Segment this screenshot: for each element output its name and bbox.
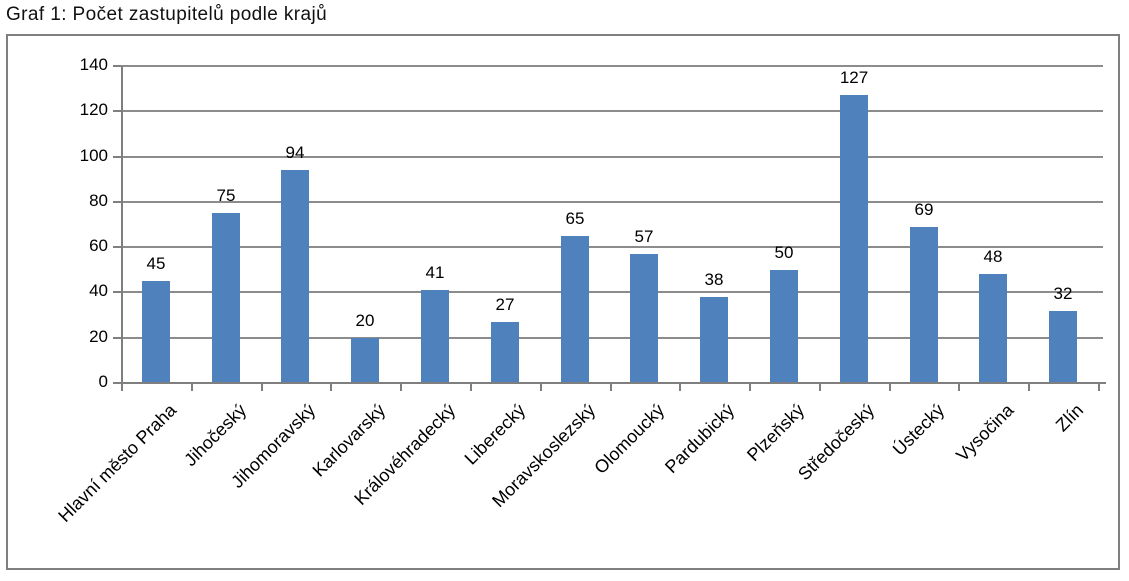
bar-value-label: 57	[634, 227, 654, 246]
x-axis-line	[121, 382, 1106, 384]
y-axis-label: 80	[89, 191, 108, 210]
chart-area: 0 20 40 60 80 100 120 140 45 75 94 20 41 27 65 57 38 50 12…	[6, 34, 1120, 570]
bar	[979, 274, 1007, 383]
bar	[700, 297, 728, 383]
bar-value-label: 45	[146, 254, 166, 273]
x-axis-label: Olomoucký	[590, 400, 669, 478]
gridline	[121, 201, 1103, 203]
x-axis-tick	[121, 384, 123, 391]
bar	[421, 290, 449, 383]
x-axis-tick	[540, 384, 542, 391]
x-axis-tick	[610, 384, 612, 391]
x-axis-tick	[470, 384, 472, 391]
bar-value-label: 38	[704, 270, 724, 289]
gridline	[121, 291, 1103, 293]
bar-value-label: 27	[495, 295, 515, 314]
bar	[491, 322, 519, 383]
gridline	[121, 65, 1103, 67]
bar	[281, 170, 309, 383]
bar-value-label: 41	[425, 263, 445, 282]
y-axis-tick	[113, 291, 121, 293]
x-axis-label: Plzeňský	[743, 400, 809, 466]
bar	[561, 236, 589, 383]
x-axis-label: Liberecký	[460, 400, 530, 469]
chart-title: Graf 1: Počet zastupitelů podle krajů	[6, 4, 328, 25]
x-axis-label: Hlavní město Praha	[54, 400, 181, 526]
bar-value-label: 65	[565, 209, 585, 228]
gridline	[121, 246, 1103, 248]
x-axis-label: Zlín	[1051, 400, 1088, 436]
bar-value-label: 32	[1053, 284, 1073, 303]
x-axis-tick	[400, 384, 402, 391]
gridline	[121, 156, 1103, 158]
x-axis-tick	[889, 384, 891, 391]
x-axis-tick	[749, 384, 751, 391]
y-axis-tick	[113, 382, 121, 384]
y-axis-label: 100	[79, 146, 108, 165]
bar-value-label: 75	[216, 186, 236, 205]
x-axis-tick	[330, 384, 332, 391]
gridline	[121, 110, 1103, 112]
x-axis-tick	[819, 384, 821, 391]
y-axis-label: 20	[89, 327, 108, 346]
gridline	[121, 337, 1103, 339]
x-axis-label: Pardubický	[661, 400, 739, 478]
bar	[212, 213, 240, 383]
y-axis-label: 40	[89, 281, 108, 300]
bar-value-label: 127	[839, 68, 869, 87]
x-axis-tick	[191, 384, 193, 391]
bar	[910, 227, 938, 383]
y-axis-label: 140	[79, 55, 108, 74]
y-axis-tick	[113, 110, 121, 112]
x-axis-label: Ústecký	[888, 400, 949, 460]
bar-value-label: 69	[914, 200, 934, 219]
y-axis-label: 60	[89, 236, 108, 255]
bar	[142, 281, 170, 383]
bar-value-label: 20	[355, 311, 375, 330]
y-axis-tick	[113, 337, 121, 339]
y-axis-tick	[113, 201, 121, 203]
x-axis-tick	[679, 384, 681, 391]
bar	[770, 270, 798, 383]
x-axis-tick	[1028, 384, 1030, 391]
bar	[351, 338, 379, 383]
y-axis-tick	[113, 156, 121, 158]
x-axis-tick	[1098, 384, 1100, 391]
bar	[1049, 311, 1077, 383]
y-axis-label: 120	[79, 100, 108, 119]
y-axis-tick	[113, 65, 121, 67]
y-axis-line	[121, 66, 123, 385]
x-axis-tick	[958, 384, 960, 391]
x-axis-label: Vysočina	[951, 400, 1018, 466]
bar-value-label: 94	[285, 143, 305, 162]
bar-value-label: 48	[983, 247, 1003, 266]
x-axis-label: Jihočeský	[180, 400, 251, 471]
bar	[840, 95, 868, 383]
bar-value-label: 50	[774, 243, 794, 262]
bar	[630, 254, 658, 383]
y-axis-tick	[113, 246, 121, 248]
y-axis-label: 0	[98, 372, 108, 391]
x-axis-tick	[261, 384, 263, 391]
